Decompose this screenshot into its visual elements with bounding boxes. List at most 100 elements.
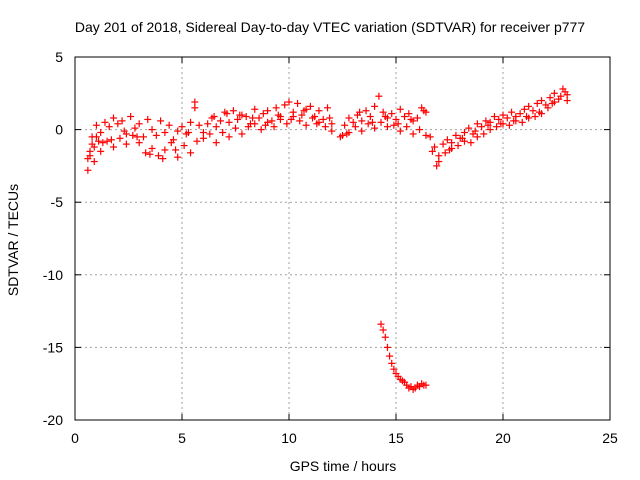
data-point bbox=[422, 131, 430, 139]
data-point bbox=[129, 131, 137, 139]
data-point bbox=[490, 113, 498, 121]
data-point bbox=[422, 381, 430, 389]
data-point bbox=[396, 127, 404, 135]
data-point bbox=[439, 140, 447, 148]
data-point bbox=[339, 131, 346, 139]
data-point bbox=[343, 130, 351, 138]
data-point bbox=[443, 136, 451, 144]
data-point bbox=[204, 120, 212, 128]
data-point bbox=[482, 117, 490, 125]
data-point bbox=[525, 102, 533, 110]
data-point bbox=[191, 104, 199, 112]
data-point bbox=[493, 123, 501, 131]
data-point bbox=[324, 104, 332, 112]
data-point bbox=[165, 121, 173, 129]
data-point bbox=[523, 113, 531, 121]
data-point bbox=[435, 158, 443, 166]
data-point bbox=[270, 123, 278, 131]
data-point bbox=[148, 126, 156, 134]
data-point bbox=[328, 120, 336, 128]
data-point bbox=[206, 130, 214, 138]
data-point bbox=[142, 149, 150, 157]
data-point bbox=[101, 118, 109, 126]
data-point bbox=[264, 107, 272, 115]
data-point bbox=[467, 139, 475, 147]
data-point bbox=[300, 107, 308, 115]
data-point bbox=[561, 88, 569, 96]
data-point bbox=[90, 158, 98, 166]
data-point bbox=[362, 107, 370, 115]
data-point bbox=[251, 120, 259, 128]
y-tick-label: -15 bbox=[43, 339, 63, 355]
data-point bbox=[446, 146, 453, 154]
data-point bbox=[319, 115, 327, 123]
data-point bbox=[371, 124, 379, 132]
data-point bbox=[473, 133, 481, 141]
data-point bbox=[441, 149, 449, 157]
x-tick-label: 0 bbox=[71, 430, 79, 446]
data-point bbox=[386, 352, 394, 360]
data-point bbox=[148, 144, 156, 152]
data-point bbox=[433, 162, 441, 170]
data-point bbox=[383, 123, 391, 131]
data-point bbox=[533, 99, 541, 107]
data-point bbox=[249, 114, 257, 122]
data-point bbox=[225, 118, 233, 126]
data-point bbox=[358, 117, 366, 125]
y-tick-label: 5 bbox=[55, 49, 63, 65]
data-point bbox=[486, 126, 494, 134]
data-point bbox=[381, 333, 389, 341]
data-point bbox=[135, 120, 143, 128]
data-point bbox=[520, 105, 528, 113]
data-point bbox=[309, 114, 317, 122]
data-point bbox=[390, 365, 398, 373]
data-point bbox=[99, 139, 107, 147]
data-point bbox=[529, 107, 537, 115]
data-point bbox=[133, 133, 141, 141]
data-point bbox=[184, 129, 192, 137]
data-point bbox=[377, 118, 385, 126]
data-point bbox=[285, 98, 293, 106]
data-point bbox=[428, 147, 436, 155]
plot-frame bbox=[74, 56, 611, 421]
data-point bbox=[105, 123, 113, 131]
data-point bbox=[161, 146, 169, 154]
data-point bbox=[272, 104, 280, 112]
data-point bbox=[375, 92, 383, 100]
data-point bbox=[139, 133, 147, 141]
data-point bbox=[381, 113, 389, 121]
data-point bbox=[368, 118, 376, 126]
data-point bbox=[161, 129, 169, 137]
data-point bbox=[159, 155, 167, 163]
data-point bbox=[341, 121, 349, 129]
data-point bbox=[122, 140, 130, 148]
data-point bbox=[454, 142, 462, 150]
data-point bbox=[86, 152, 94, 160]
data-point bbox=[219, 129, 227, 137]
data-point bbox=[326, 114, 334, 122]
data-point bbox=[212, 139, 220, 147]
data-point bbox=[238, 130, 246, 138]
data-point bbox=[257, 126, 265, 134]
data-point bbox=[298, 111, 306, 119]
data-point bbox=[405, 110, 413, 118]
data-point bbox=[268, 117, 276, 125]
data-point bbox=[557, 92, 565, 100]
data-point bbox=[458, 134, 466, 142]
data-point bbox=[199, 134, 207, 142]
data-point bbox=[349, 118, 357, 126]
data-point bbox=[178, 123, 186, 131]
data-point bbox=[244, 123, 252, 131]
y-tick-labels: -20 -15 -10 -5 0 5 bbox=[43, 49, 63, 428]
data-point bbox=[366, 113, 374, 121]
data-point bbox=[131, 124, 139, 132]
data-point bbox=[154, 152, 162, 160]
data-point bbox=[274, 111, 282, 119]
data-point bbox=[471, 127, 479, 135]
data-point bbox=[107, 136, 115, 144]
data-point bbox=[426, 133, 434, 141]
data-point bbox=[394, 120, 402, 128]
x-axis-label: GPS time / hours bbox=[290, 458, 397, 474]
data-point bbox=[516, 110, 524, 118]
data-point bbox=[259, 110, 267, 118]
